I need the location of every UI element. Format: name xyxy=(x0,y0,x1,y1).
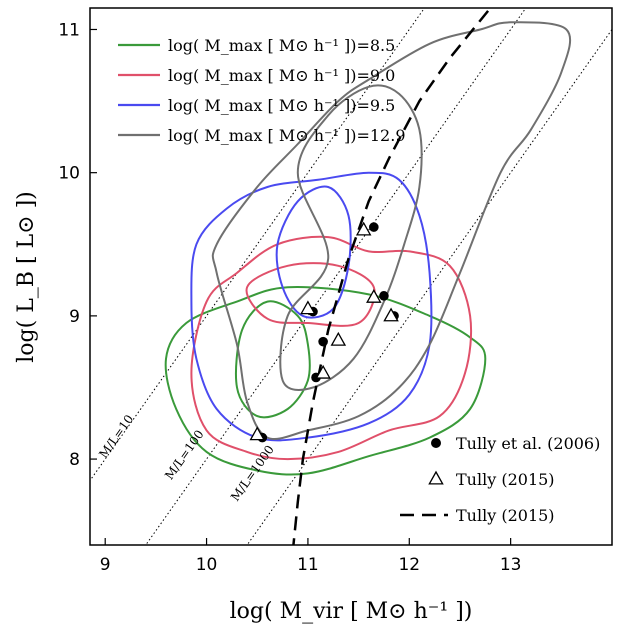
x-tick-label: 11 xyxy=(297,555,319,575)
legend-label: log( M_max [ M⊙ h⁻¹ ])=9.0 xyxy=(168,66,395,85)
x-tick-label: 10 xyxy=(196,555,218,575)
legend-label: Tully et al. (2006) xyxy=(456,434,600,453)
legend-circle-marker xyxy=(431,438,441,448)
x-axis-title: log( M_vir [ M⊙ h⁻¹ ]) xyxy=(230,599,473,624)
y-tick-label: 10 xyxy=(58,164,80,184)
legend-label: Tully (2015) xyxy=(456,506,555,525)
dashed-relation-line xyxy=(292,8,492,545)
tully-2015-point xyxy=(249,426,266,441)
contour-line xyxy=(279,84,423,391)
contour-line xyxy=(164,285,487,476)
contour-line xyxy=(190,235,473,461)
tully-2006-point xyxy=(379,291,389,301)
ml-reference-label: M/L=10 xyxy=(96,412,136,461)
x-tick-label: 13 xyxy=(500,555,522,575)
contour-line xyxy=(275,185,352,319)
y-tick-label: 11 xyxy=(58,20,80,40)
tully-2006-point xyxy=(318,336,328,347)
legend-label: Tully (2015) xyxy=(456,470,555,489)
legend-label: log( M_max [ M⊙ h⁻¹ ])=9.5 xyxy=(168,96,395,115)
ml-reference-label: M/L=100 xyxy=(162,427,207,482)
tully-2015-point xyxy=(366,288,382,303)
y-tick-label: 9 xyxy=(69,307,80,327)
tully-2015-point xyxy=(300,300,316,315)
plot-frame xyxy=(89,7,613,546)
ml-reference-line xyxy=(90,8,426,482)
tully-2015-point xyxy=(383,307,399,322)
tully-2015-point xyxy=(315,364,331,379)
contour-line xyxy=(211,21,572,441)
contour-line xyxy=(190,171,433,442)
legend-label: log( M_max [ M⊙ h⁻¹ ])=8.5 xyxy=(168,36,395,55)
x-tick-label: 9 xyxy=(100,555,111,575)
contour-line xyxy=(245,262,376,327)
y-tick-label: 8 xyxy=(69,450,80,470)
tully-2015-point xyxy=(355,221,372,236)
legend-label: log( M_max [ M⊙ h⁻¹ ])=12.9 xyxy=(168,126,406,145)
x-tick-label: 12 xyxy=(398,555,420,575)
y-axis-title: log( L_B [ L⊙ ]) xyxy=(14,191,39,363)
tully-2006-point xyxy=(369,222,379,232)
tully-2015-point xyxy=(330,331,347,346)
legend-triangle-marker xyxy=(428,470,444,485)
contour-line xyxy=(234,300,311,419)
